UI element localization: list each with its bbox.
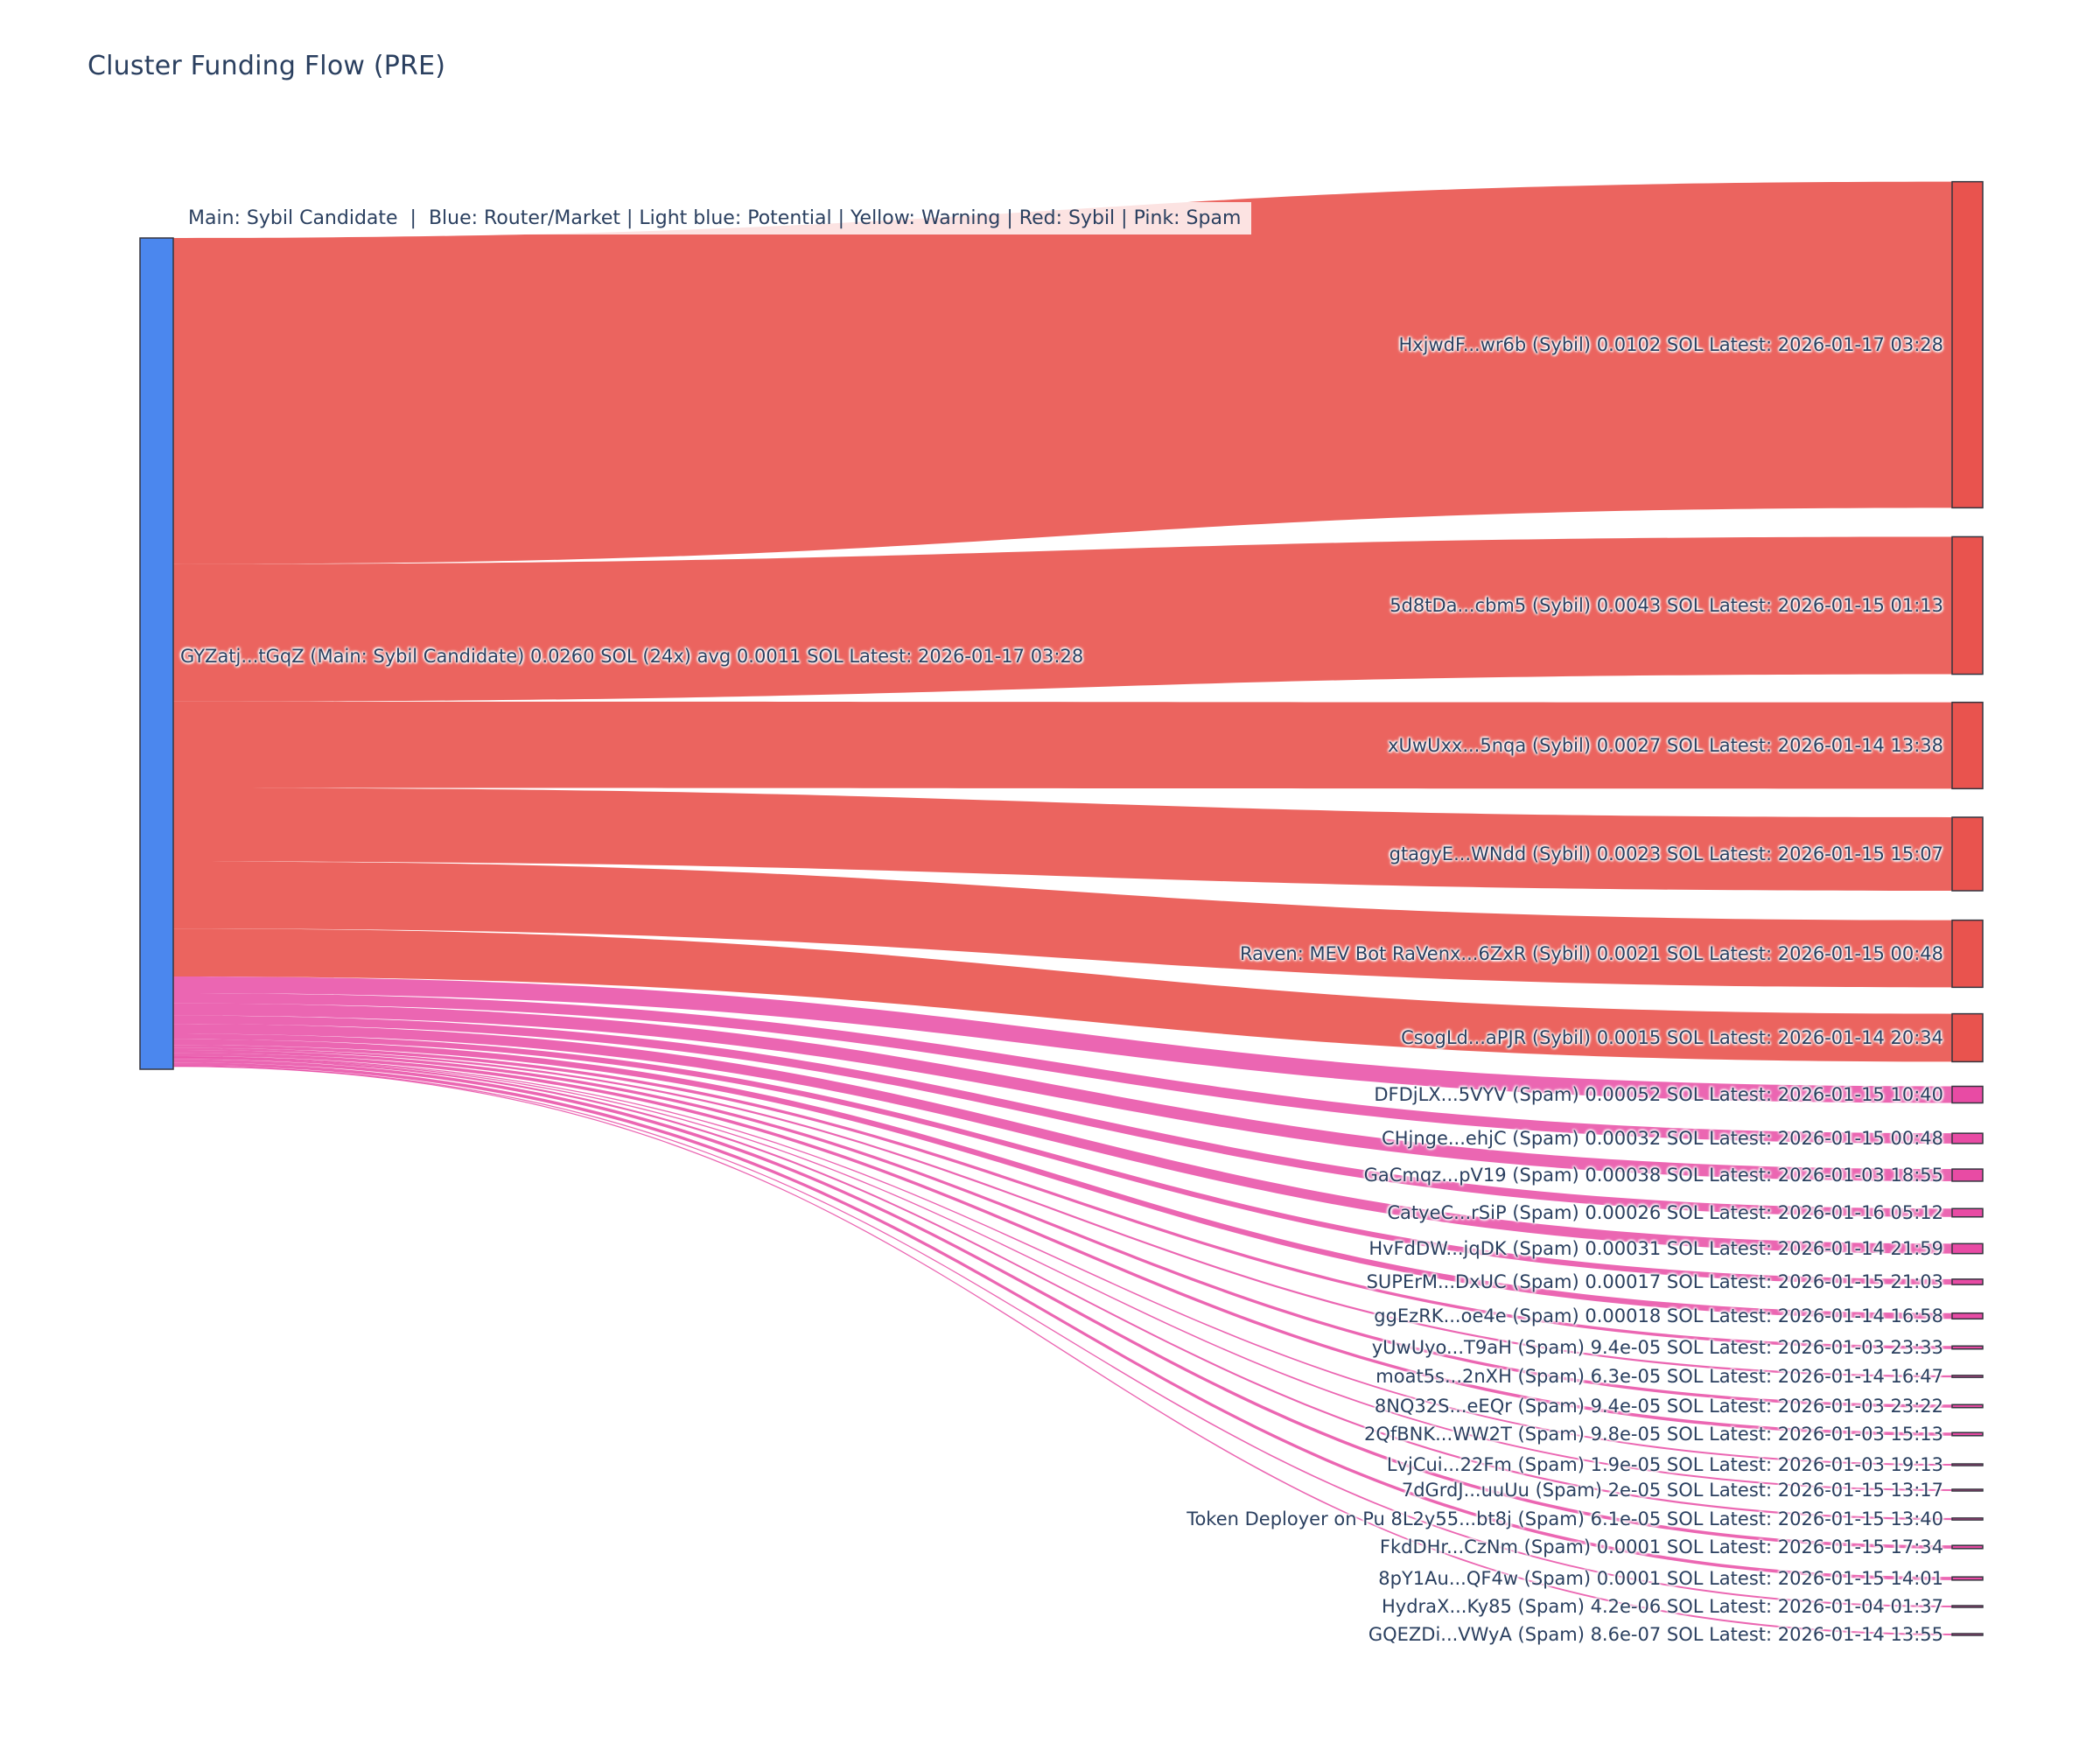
sankey-source-node[interactable] <box>139 237 174 1070</box>
target-node-label: GQEZDi...VWyA (Spam) 8.6e-07 SOL Latest:… <box>1368 1624 1943 1645</box>
sankey-target-node[interactable] <box>1951 1168 1984 1182</box>
target-node-label: CHjnge...ehjC (Spam) 0.00032 SOL Latest:… <box>1382 1128 1943 1149</box>
sankey-link[interactable] <box>173 1059 1952 1549</box>
sankey-target-node[interactable] <box>1951 1208 1984 1218</box>
sankey-target-node[interactable] <box>1951 1432 1984 1437</box>
sankey-target-node[interactable] <box>1951 1544 1984 1550</box>
sankey-target-node[interactable] <box>1951 1312 1984 1320</box>
sankey-link[interactable] <box>173 1015 1952 1217</box>
sankey-target-node[interactable] <box>1951 1345 1984 1350</box>
sankey-target-node[interactable] <box>1951 1404 1984 1409</box>
sankey-link[interactable] <box>173 1055 1952 1466</box>
target-node-label: HydraX...Ky85 (Spam) 4.2e-06 SOL Latest:… <box>1382 1596 1943 1617</box>
target-node-label: ggEzRK...oe4e (Spam) 0.00018 SOL Latest:… <box>1374 1306 1943 1326</box>
sankey-link[interactable] <box>173 861 1952 988</box>
sankey-target-node[interactable] <box>1951 816 1984 892</box>
sankey-link[interactable] <box>173 701 1952 789</box>
target-node-label: FkdDHr...CzNm (Spam) 0.0001 SOL Latest: … <box>1379 1536 1943 1558</box>
sankey-target-node[interactable] <box>1951 1576 1984 1581</box>
sankey-target-node[interactable] <box>1951 1633 1984 1636</box>
sankey-link[interactable] <box>173 1045 1952 1349</box>
sankey-link[interactable] <box>173 1065 1952 1607</box>
sankey-target-node[interactable] <box>1951 180 1984 509</box>
sankey-link[interactable] <box>173 1049 1952 1408</box>
target-node-label: DFDjLX...5VYV (Spam) 0.00052 SOL Latest:… <box>1374 1084 1943 1105</box>
sankey-link[interactable] <box>173 788 1952 892</box>
target-node-label: CatyeC...rSiP (Spam) 0.00026 SOL Latest:… <box>1387 1202 1943 1223</box>
chart-title: Cluster Funding Flow (PRE) <box>88 51 446 81</box>
target-node-label: HxjwdF...wr6b (Sybil) 0.0102 SOL Latest:… <box>1398 334 1943 355</box>
sankey-link[interactable] <box>173 1047 1952 1378</box>
sankey-link[interactable] <box>173 1056 1952 1491</box>
target-node-label: LvjCui...22Fm (Spam) 1.9e-05 SOL Latest:… <box>1386 1454 1943 1475</box>
legend-annotation: Main: Sybil Candidate | Blue: Router/Mar… <box>178 202 1252 234</box>
sankey-link[interactable] <box>173 1066 1952 1635</box>
sankey-link[interactable] <box>173 1062 1952 1580</box>
target-node-label: moat5s...2nXH (Spam) 6.3e-05 SOL Latest:… <box>1376 1366 1943 1387</box>
target-node-label: xUwUxx...5nqa (Sybil) 0.0027 SOL Latest:… <box>1388 735 1943 756</box>
target-node-label: 8NQ32S...eEQr (Spam) 9.4e-05 SOL Latest:… <box>1374 1396 1943 1417</box>
sankey-link[interactable] <box>173 1057 1952 1521</box>
sankey-target-node[interactable] <box>1951 1605 1984 1608</box>
target-node-label: 7dGrdJ...uuUu (Spam) 2e-05 SOL Latest: 2… <box>1401 1480 1943 1501</box>
sankey-target-node[interactable] <box>1951 1012 1984 1063</box>
sankey-link[interactable] <box>173 928 1952 1062</box>
sankey-link[interactable] <box>173 1053 1952 1436</box>
target-node-label: Token Deployer on Pu 8L2y55...bt8j (Spam… <box>1186 1508 1943 1530</box>
sankey-link[interactable] <box>173 536 1952 702</box>
sankey-target-node[interactable] <box>1951 1488 1984 1492</box>
sankey-target-node[interactable] <box>1951 1375 1984 1378</box>
sankey-target-node[interactable] <box>1951 1242 1984 1255</box>
sankey-target-node[interactable] <box>1951 1278 1984 1285</box>
target-node-label: 8pY1Au...QF4w (Spam) 0.0001 SOL Latest: … <box>1378 1568 1943 1589</box>
source-node-label: GYZatj...tGqZ (Main: Sybil Candidate) 0.… <box>180 646 1084 667</box>
target-node-label: 5d8tDa...cbm5 (Sybil) 0.0043 SOL Latest:… <box>1390 595 1943 616</box>
target-node-label: SUPErM...DxUC (Spam) 0.00017 SOL Latest:… <box>1366 1271 1943 1292</box>
sankey-link[interactable] <box>173 993 1952 1144</box>
sankey-link[interactable] <box>173 1024 1952 1254</box>
target-node-label: yUwUyo...T9aH (Spam) 9.4e-05 SOL Latest:… <box>1371 1337 1943 1358</box>
target-node-label: gtagyE...WNdd (Sybil) 0.0023 SOL Latest:… <box>1389 844 1943 864</box>
sankey-target-node[interactable] <box>1951 536 1984 676</box>
target-node-label: HvFdDW...jqDK (Spam) 0.00031 SOL Latest:… <box>1368 1238 1943 1259</box>
sankey-target-node[interactable] <box>1951 1463 1984 1466</box>
target-node-label: CsogLd...aPJR (Sybil) 0.0015 SOL Latest:… <box>1401 1027 1943 1048</box>
sankey-link[interactable] <box>173 181 1952 564</box>
sankey-target-node[interactable] <box>1951 919 1984 989</box>
sankey-link[interactable] <box>173 1033 1952 1285</box>
sankey-link[interactable] <box>173 976 1952 1103</box>
target-node-label: 2QfBNK...WW2T (Spam) 9.8e-05 SOL Latest:… <box>1363 1424 1943 1445</box>
sankey-link[interactable] <box>173 1003 1952 1181</box>
sankey-target-node[interactable] <box>1951 701 1984 790</box>
target-node-label: GaCmqz...pV19 (Spam) 0.00038 SOL Latest:… <box>1363 1165 1943 1186</box>
target-node-label: Raven: MEV Bot RaVenx...6ZxR (Sybil) 0.0… <box>1240 943 1943 964</box>
sankey-target-node[interactable] <box>1951 1132 1984 1144</box>
sankey-target-node[interactable] <box>1951 1085 1984 1104</box>
sankey-target-node[interactable] <box>1951 1517 1984 1521</box>
sankey-link[interactable] <box>173 1039 1952 1320</box>
